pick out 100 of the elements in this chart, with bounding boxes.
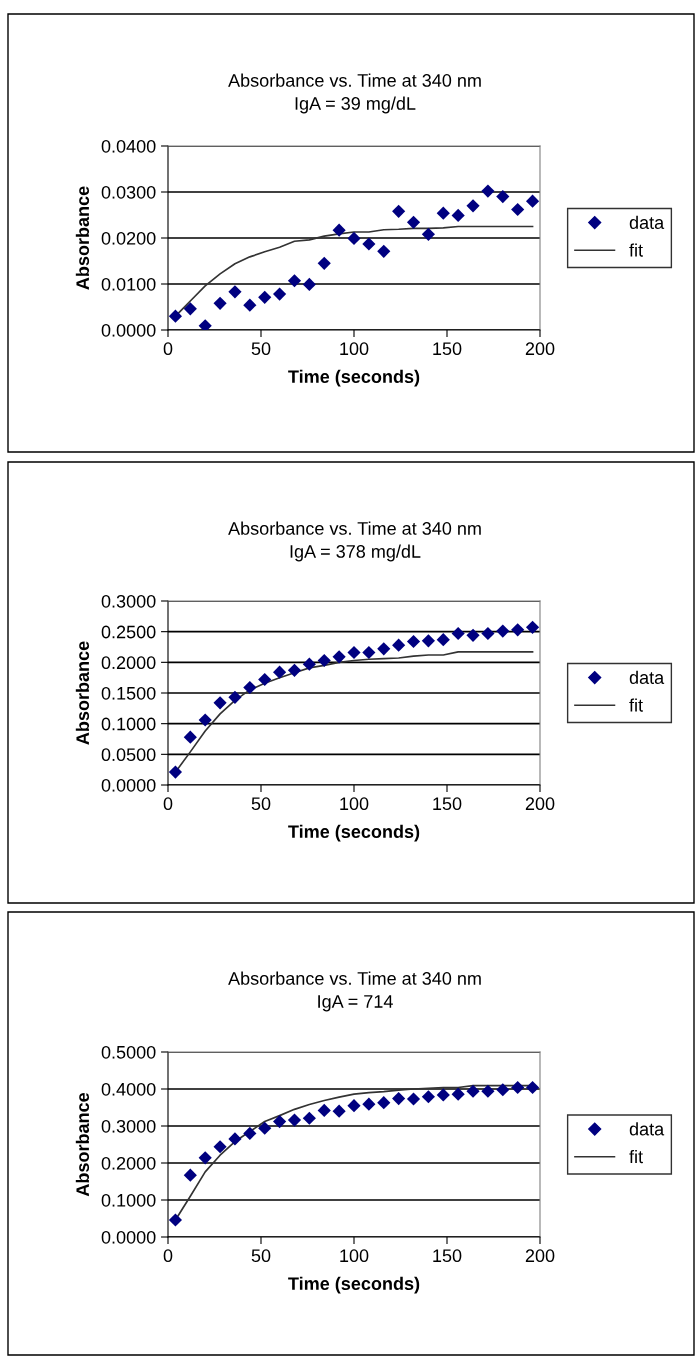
point — [392, 1092, 406, 1106]
x-axis-title: Time (seconds) — [288, 369, 420, 387]
x-tick-label: 0 — [163, 342, 173, 356]
point — [228, 1132, 242, 1146]
chart-subtitle: IgA = 378 mg/dL — [290, 544, 421, 562]
x-tick-label: 150 — [433, 797, 462, 811]
point — [302, 1111, 316, 1125]
chart-subtitle: IgA = 39 mg/dL — [295, 96, 416, 114]
point — [511, 1080, 525, 1095]
point — [287, 663, 302, 677]
point — [273, 1114, 287, 1129]
point — [406, 1092, 421, 1106]
point — [496, 624, 510, 638]
point — [406, 215, 421, 229]
point — [511, 202, 525, 217]
point — [347, 645, 361, 660]
point — [451, 208, 465, 223]
point — [421, 634, 435, 648]
point — [183, 1168, 197, 1182]
point — [377, 642, 391, 656]
point — [525, 194, 540, 208]
chart-subtitle: IgA = 714 — [318, 995, 393, 1012]
point — [243, 680, 257, 695]
point — [302, 277, 316, 292]
point — [436, 1088, 450, 1102]
point — [436, 633, 450, 647]
x-tick-label: 0 — [163, 797, 173, 811]
point — [317, 1103, 331, 1118]
x-tick-label: 100 — [340, 797, 369, 811]
point — [362, 237, 376, 251]
point — [258, 290, 272, 304]
legend-label: fit — [629, 698, 643, 712]
point — [317, 653, 331, 668]
point — [302, 657, 316, 671]
point — [436, 206, 450, 220]
point — [332, 650, 346, 664]
point — [332, 1104, 346, 1118]
point — [525, 1080, 540, 1095]
chart-title: Absorbance vs. Time at 340 nm — [228, 73, 481, 87]
point — [392, 638, 406, 652]
y-tick-label: 0.2500 — [101, 625, 156, 639]
point — [377, 1096, 391, 1110]
point — [481, 184, 495, 198]
point — [273, 665, 287, 679]
point — [421, 227, 435, 241]
x-tick-label: 50 — [251, 342, 271, 356]
y-tick-label: 0.0500 — [101, 748, 156, 762]
point — [466, 1084, 480, 1098]
chart-title: Absorbance vs. Time at 340 nm — [228, 971, 481, 985]
point — [198, 1151, 212, 1165]
point — [332, 223, 346, 237]
point — [496, 190, 510, 204]
y-tick-label: 0.2000 — [101, 1156, 156, 1170]
point — [213, 1140, 227, 1154]
y-axis-title: Absorbance — [75, 186, 90, 290]
y-tick-label: 0.0000 — [101, 323, 156, 337]
x-tick-label: 0 — [163, 1249, 173, 1263]
point — [168, 1213, 183, 1227]
point — [451, 626, 465, 641]
y-tick-label: 0.4000 — [101, 1082, 156, 1096]
x-axis-title: Time (seconds) — [288, 1276, 420, 1294]
x-tick-label: 50 — [251, 1249, 271, 1263]
x-tick-label: 50 — [251, 797, 271, 811]
point — [258, 1121, 272, 1135]
point — [228, 285, 242, 299]
point — [258, 672, 272, 687]
point — [362, 1097, 376, 1111]
chart-title: Absorbance vs. Time at 340 nm — [228, 521, 481, 535]
point — [213, 296, 227, 310]
point — [183, 302, 197, 316]
point — [466, 199, 480, 213]
point — [287, 274, 302, 288]
x-tick-label: 200 — [525, 797, 555, 811]
point — [317, 256, 331, 270]
y-axis-title: Absorbance — [75, 641, 90, 745]
y-tick-label: 0.0300 — [101, 185, 156, 199]
y-axis-title: Absorbance — [75, 1092, 90, 1197]
point — [466, 628, 480, 642]
point — [525, 620, 540, 634]
y-tick-label: 0.2000 — [101, 656, 156, 670]
point — [183, 730, 197, 744]
point — [243, 298, 257, 312]
y-tick-label: 0.0000 — [101, 778, 156, 792]
y-tick-label: 0.0100 — [101, 277, 156, 291]
y-tick-label: 0.0400 — [101, 139, 156, 153]
point — [347, 1099, 361, 1113]
y-tick-label: 0.3000 — [101, 594, 156, 608]
point — [392, 204, 406, 218]
point — [481, 626, 495, 641]
x-tick-label: 200 — [525, 1249, 555, 1263]
point — [198, 713, 212, 727]
y-tick-label: 0.1000 — [101, 717, 156, 731]
y-tick-label: 0.0200 — [101, 231, 156, 245]
point — [347, 231, 361, 246]
point — [496, 1083, 510, 1097]
point — [243, 1126, 257, 1140]
point — [287, 1113, 302, 1127]
point — [362, 645, 376, 660]
x-axis-title: Time (seconds) — [288, 824, 420, 842]
x-tick-label: 150 — [433, 342, 462, 356]
